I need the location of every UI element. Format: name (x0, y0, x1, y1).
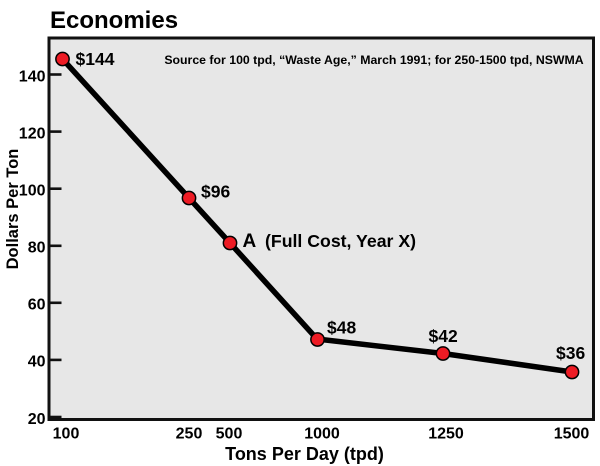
svg-text:$36: $36 (556, 343, 585, 363)
svg-text:20: 20 (28, 411, 46, 428)
svg-text:$48: $48 (327, 318, 356, 338)
svg-text:Economies: Economies (50, 7, 178, 34)
svg-text:120: 120 (19, 125, 46, 142)
svg-text:100: 100 (53, 426, 80, 443)
svg-text:$42: $42 (429, 326, 458, 346)
svg-text:Dollars Per Ton: Dollars Per Ton (4, 149, 22, 270)
svg-text:A: A (243, 231, 257, 252)
svg-text:40: 40 (28, 354, 46, 371)
svg-text:1250: 1250 (428, 426, 464, 443)
svg-text:(Full Cost, Year X): (Full Cost, Year X) (265, 231, 416, 251)
svg-text:100: 100 (19, 183, 46, 200)
svg-text:80: 80 (28, 240, 46, 257)
svg-text:Tons Per Day (tpd): Tons Per Day (tpd) (225, 444, 384, 464)
svg-text:1500: 1500 (554, 426, 590, 443)
svg-text:1000: 1000 (304, 426, 340, 443)
svg-text:500: 500 (216, 426, 243, 443)
svg-text:60: 60 (28, 297, 46, 314)
svg-text:$144: $144 (76, 49, 115, 69)
svg-text:Source for 100 tpd, “Waste Age: Source for 100 tpd, “Waste Age,” March 1… (164, 53, 583, 67)
svg-text:140: 140 (19, 68, 46, 85)
svg-text:250: 250 (176, 426, 203, 443)
svg-text:$96: $96 (201, 182, 230, 202)
